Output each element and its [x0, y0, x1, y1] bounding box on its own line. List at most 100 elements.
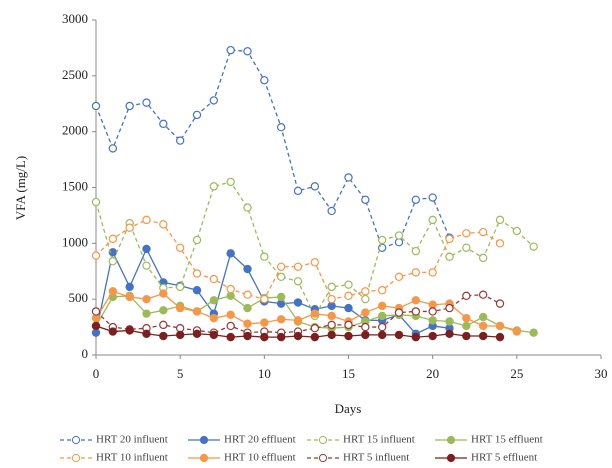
data-point [394, 272, 404, 282]
legend-label: HRT 5 influent [343, 452, 409, 463]
legend-swatch-marker [318, 453, 328, 463]
data-point [192, 235, 202, 245]
data-point [226, 45, 235, 55]
data-point [293, 262, 303, 271]
data-point [209, 274, 219, 284]
data-point [192, 286, 202, 295]
data-point [91, 101, 101, 111]
data-point [428, 268, 437, 277]
legend-label: HRT 20 influent [96, 434, 168, 446]
data-point [243, 264, 252, 274]
data-point [377, 330, 387, 340]
y-tick-label: 500 [69, 290, 89, 305]
data-point [445, 317, 454, 326]
data-point [260, 76, 269, 85]
data-point [344, 331, 353, 341]
data-point [243, 47, 252, 56]
data-point [276, 292, 286, 302]
legend-label: HRT 5 effluent [471, 452, 537, 463]
data-point [478, 290, 488, 299]
data-point [512, 226, 522, 236]
data-point [394, 231, 404, 240]
data-point [125, 292, 134, 302]
data-point [310, 332, 320, 342]
legend-swatch-marker [199, 435, 209, 445]
data-point [344, 291, 353, 301]
data-point [159, 320, 168, 330]
data-point [226, 332, 235, 342]
data-point [310, 182, 320, 191]
data-point [411, 296, 421, 305]
data-point [293, 316, 303, 325]
data-point [377, 301, 387, 311]
data-point [276, 332, 286, 342]
data-point [142, 98, 151, 107]
data-point [175, 330, 185, 340]
series-line [95, 49, 451, 249]
data-point [142, 261, 151, 270]
data-point [175, 136, 185, 145]
data-point [344, 303, 353, 313]
data-point [428, 193, 437, 202]
data-point [226, 284, 235, 294]
legend-swatch-marker [71, 453, 81, 463]
data-point [361, 195, 370, 204]
data-point [462, 291, 471, 301]
data-point [445, 234, 454, 244]
data-point [125, 101, 134, 111]
x-tick-label: 5 [177, 366, 184, 381]
legend: HRT 20 influent HRT 20 effluent HRT 15 inf… [60, 434, 543, 464]
data-point [411, 332, 421, 342]
data-point [327, 320, 336, 330]
data-point [108, 327, 118, 336]
data-point [226, 249, 235, 258]
series-line [95, 219, 501, 300]
legend-swatch-marker [318, 435, 328, 445]
data-point [478, 331, 488, 341]
data-point [209, 296, 219, 305]
data-point [108, 287, 118, 296]
data-point [192, 110, 202, 120]
data-point [361, 294, 370, 304]
data-point [462, 331, 471, 341]
legend-swatch-marker [71, 435, 81, 445]
x-tick-label: 30 [595, 366, 608, 381]
data-point [462, 321, 471, 331]
data-point [159, 289, 168, 298]
data-point [293, 186, 303, 196]
data-point [428, 331, 437, 341]
data-point [226, 177, 235, 187]
data-point [344, 173, 353, 182]
x-tick-label: 15 [342, 366, 355, 381]
data-point [142, 244, 151, 254]
data-point [361, 308, 370, 317]
data-point [108, 144, 118, 153]
data-point [276, 262, 286, 271]
x-axis-label: Days [335, 401, 362, 416]
data-point [175, 282, 185, 292]
data-point [192, 329, 202, 338]
x-tick-label: 0 [93, 366, 100, 381]
data-point [394, 308, 404, 317]
data-point [310, 258, 320, 267]
data-point [175, 243, 185, 252]
data-point [377, 322, 387, 332]
data-point [327, 282, 336, 292]
data-point [226, 310, 235, 319]
data-point [428, 307, 437, 316]
series-line [95, 247, 450, 335]
data-point [260, 252, 269, 261]
data-point [175, 303, 185, 313]
data-point [276, 272, 286, 282]
data-point [462, 229, 471, 238]
data-point [361, 330, 370, 340]
data-point [159, 331, 168, 341]
data-point [361, 287, 370, 296]
data-point [91, 251, 101, 260]
data-point [344, 320, 353, 330]
data-point [260, 318, 269, 327]
data-point [91, 321, 101, 331]
data-point [310, 324, 320, 333]
data-point [361, 322, 370, 332]
data-point [243, 319, 252, 328]
